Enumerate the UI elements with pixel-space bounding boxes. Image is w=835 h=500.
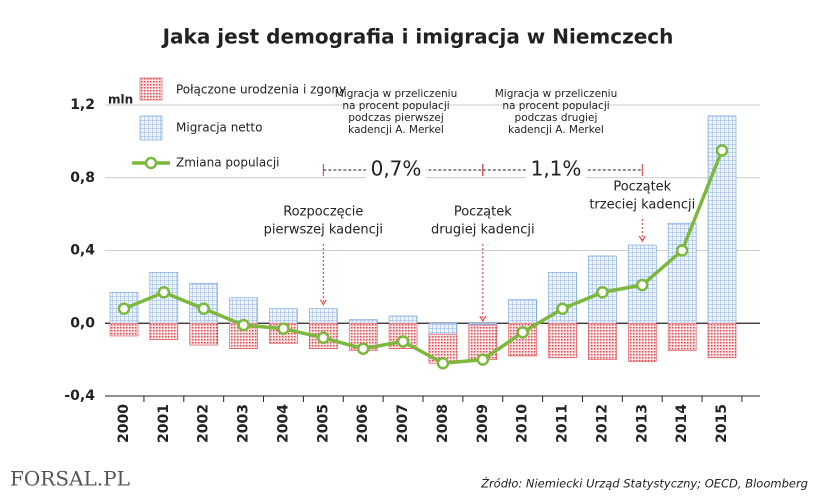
x-tick-label: 2009 xyxy=(475,404,491,443)
source: Źródło: Niemiecki Urząd Statystyczny; OE… xyxy=(480,476,808,491)
arrow-head xyxy=(638,235,646,243)
line-point xyxy=(715,144,729,157)
annotation: podczas pierwszej xyxy=(348,112,444,124)
legend-label: Połączone urodzenia i zgony xyxy=(176,83,346,97)
bar xyxy=(309,308,338,324)
x-tick-label: 2011 xyxy=(555,404,571,443)
annotation: Migracja w przeliczeniu xyxy=(495,88,618,100)
annotation: pierwszej kadencji xyxy=(264,223,383,238)
line-point xyxy=(396,335,410,348)
x-tick-label: 2005 xyxy=(315,404,331,443)
x-tick-label: 2015 xyxy=(714,404,730,443)
y-tick-label: 0,0 xyxy=(70,315,95,331)
annotation: Początek xyxy=(613,180,671,195)
line-point xyxy=(675,244,689,257)
line-point xyxy=(117,302,131,315)
bar xyxy=(109,322,139,337)
chart-title: Jaka jest demografia i imigracja w Niemc… xyxy=(161,25,674,49)
bar xyxy=(588,322,617,360)
legend-swatch xyxy=(139,77,163,101)
bar xyxy=(149,322,179,340)
annotation: podczas drugiej xyxy=(515,112,598,124)
legend-label: Migracja netto xyxy=(176,121,262,135)
annotation: na procent populacji xyxy=(342,100,449,112)
legend-swatch xyxy=(139,115,163,141)
line-point xyxy=(516,326,529,339)
line xyxy=(123,149,724,366)
y-tick-label: 1,2 xyxy=(70,97,95,113)
bar xyxy=(388,315,418,324)
annotation: trzeciej kadencji xyxy=(589,198,695,213)
line-point xyxy=(157,286,171,299)
x-tick-label: 2007 xyxy=(395,404,411,443)
line-point xyxy=(277,322,290,335)
line-point xyxy=(317,331,330,345)
annotation: Rozpoczęcie xyxy=(283,205,363,220)
x-tick-label: 2008 xyxy=(435,404,451,443)
value-label: 1,1% xyxy=(531,157,582,181)
annotation: Początek xyxy=(454,205,512,220)
line-point xyxy=(197,302,210,315)
bar xyxy=(508,299,537,324)
arrow-head xyxy=(479,315,487,323)
label-bg xyxy=(366,158,426,182)
bar xyxy=(189,322,219,346)
annotation: kadencji A. Merkel xyxy=(348,124,444,136)
x-tick-label: 2012 xyxy=(594,404,610,443)
line-point xyxy=(596,286,609,299)
arrow-head xyxy=(319,299,327,306)
bar xyxy=(348,319,378,324)
annotation: drugiej kadencji xyxy=(431,223,535,238)
annotation: na procent populacji xyxy=(502,100,609,112)
line-point xyxy=(636,278,649,292)
bar xyxy=(667,222,697,324)
line-point xyxy=(237,318,250,332)
x-tick-label: 2006 xyxy=(355,404,371,443)
x-tick-label: 2013 xyxy=(634,404,650,443)
bar xyxy=(667,322,697,351)
x-tick-label: 2014 xyxy=(674,404,690,443)
x-tick-label: 2004 xyxy=(275,404,291,443)
line-point xyxy=(556,302,569,315)
x-tick-label: 2002 xyxy=(196,404,212,443)
bar xyxy=(548,322,577,359)
line-point xyxy=(436,357,450,370)
logo: FORSAL.PL xyxy=(10,467,130,491)
y-tick-label: 0,4 xyxy=(70,243,95,259)
label-bg xyxy=(526,158,586,182)
legend-label: Zmiana populacji xyxy=(176,156,280,170)
x-tick-label: 2010 xyxy=(515,404,531,443)
x-tick-label: 2001 xyxy=(156,404,172,443)
value-label: 0,7% xyxy=(371,157,422,181)
y-tick-label: 0,8 xyxy=(70,170,95,186)
x-tick-label: 2003 xyxy=(236,404,252,443)
bar xyxy=(269,308,298,324)
bar xyxy=(428,322,458,335)
annotation: Migracja w przeliczeniu xyxy=(335,88,458,100)
y-tick-label: -0,4 xyxy=(64,388,95,404)
line-point xyxy=(476,353,490,366)
x-tick-label: 2000 xyxy=(116,404,132,443)
bar xyxy=(707,322,737,359)
line-point xyxy=(356,342,370,355)
legend-swatch xyxy=(144,156,158,170)
y-unit: mln xyxy=(108,93,133,107)
bar xyxy=(627,322,657,362)
annotation: kadencji A. Merkel xyxy=(508,124,604,136)
